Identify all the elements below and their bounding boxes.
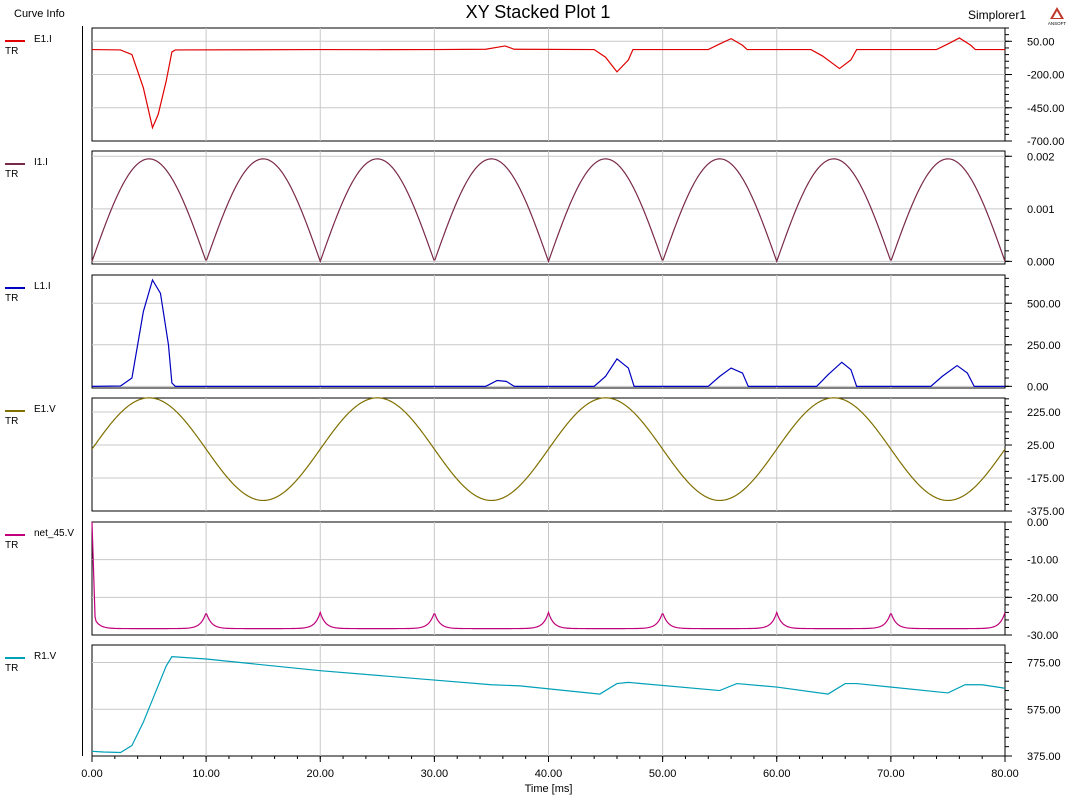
y-tick-label: 500.00 <box>1027 298 1061 310</box>
legend-swatch <box>5 40 25 42</box>
legend-swatch <box>5 657 25 659</box>
y-tick-label: 375.00 <box>1027 751 1061 763</box>
y-tick-label: -20.00 <box>1027 592 1058 604</box>
x-tick-label: 80.00 <box>991 768 1019 780</box>
svg-text:ANSOFT: ANSOFT <box>1048 21 1067 26</box>
ansoft-logo-icon: ANSOFT <box>1048 7 1067 26</box>
y-tick-label: 575.00 <box>1027 704 1061 716</box>
legend-series-name: R1.V <box>34 651 57 662</box>
curve-info-panel: E1.I TR I1.I TR L1.I TR E1.V TR net_45.V TR R1.V TR <box>0 26 83 756</box>
y-tick-label: -200.00 <box>1027 70 1064 82</box>
legend-entry: E1.V TR <box>0 404 82 434</box>
y-tick-label: 0.001 <box>1027 204 1055 216</box>
panel-e1-v: 225.00 25.00 -175.00 -375.00 <box>91 397 1064 518</box>
panel-l1-i: 500.00 250.00 0.00 <box>91 274 1061 393</box>
panel-r1-v: 775.00 575.00 375.00 <box>91 644 1061 763</box>
y-tick-label: -450.00 <box>1027 103 1064 115</box>
legend-entry: L1.I TR <box>0 281 82 311</box>
legend-analysis-type: TR <box>5 540 19 551</box>
y-tick-label: -375.00 <box>1027 506 1064 518</box>
x-tick-label: 10.00 <box>192 768 220 780</box>
x-tick-label: 30.00 <box>421 768 449 780</box>
legend-analysis-type: TR <box>5 46 19 57</box>
y-tick-label: 0.00 <box>1027 381 1048 393</box>
x-tick-label: 50.00 <box>649 768 677 780</box>
series-line <box>91 521 1006 630</box>
curve-info-label: Curve Info <box>14 8 65 20</box>
panel-i1-i: 0.002 0.001 0.000 <box>91 150 1055 268</box>
y-tick-label: 225.00 <box>1027 407 1061 419</box>
series-line <box>91 397 1006 502</box>
y-tick-label: 0.002 <box>1027 151 1055 163</box>
legend-analysis-type: TR <box>5 663 19 674</box>
y-tick-label: 775.00 <box>1027 658 1061 670</box>
x-axis-label: Time [ms] <box>525 783 573 795</box>
legend-series-name: I1.I <box>34 157 48 168</box>
y-tick-label: 250.00 <box>1027 340 1061 352</box>
legend-entry: E1.I TR <box>0 34 82 64</box>
x-tick-label: 20.00 <box>306 768 334 780</box>
legend-series-name: net_45.V <box>34 528 75 539</box>
y-tick-label: -700.00 <box>1027 136 1064 148</box>
x-tick-label: 0.00 <box>81 768 102 780</box>
panel-e1-i: 50.00 -200.00 -450.00 -700.00 <box>91 27 1064 148</box>
simulation-name: Simplorer1 <box>968 8 1027 22</box>
legend-entry: I1.I TR <box>0 157 82 187</box>
x-tick-label: 40.00 <box>535 768 563 780</box>
y-tick-label: 25.00 <box>1027 440 1055 452</box>
x-axis: 0.00 10.00 20.00 30.00 40.00 50.00 60.00 70.00 8… <box>81 756 1019 795</box>
y-tick-label: 0.00 <box>1027 517 1048 529</box>
legend-entry: R1.V TR <box>0 651 82 681</box>
y-tick-label: 50.00 <box>1027 36 1055 48</box>
y-tick-label: -30.00 <box>1027 630 1058 642</box>
legend-swatch <box>5 534 25 536</box>
legend-analysis-type: TR <box>5 293 19 304</box>
legend-swatch <box>5 410 25 412</box>
series-line <box>91 158 1006 264</box>
legend-series-name: L1.I <box>34 281 51 292</box>
legend-series-name: E1.I <box>34 34 52 45</box>
chart-title: XY Stacked Plot 1 <box>465 2 611 22</box>
legend-analysis-type: TR <box>5 169 19 180</box>
x-tick-label: 60.00 <box>763 768 791 780</box>
legend-entry: net_45.V TR <box>0 528 82 558</box>
legend-swatch <box>5 287 25 289</box>
x-tick-label: 70.00 <box>877 768 905 780</box>
panel-net-45-v: 0.00 -10.00 -20.00 -30.00 <box>91 517 1058 642</box>
y-tick-label: 0.000 <box>1027 256 1055 268</box>
series-line <box>91 37 1005 130</box>
y-tick-label: -175.00 <box>1027 473 1064 485</box>
legend-swatch <box>5 163 25 165</box>
series-line <box>91 278 1005 387</box>
legend-series-name: E1.V <box>34 404 56 415</box>
series-line <box>91 656 1006 754</box>
legend-analysis-type: TR <box>5 416 19 427</box>
y-tick-label: -10.00 <box>1027 555 1058 567</box>
